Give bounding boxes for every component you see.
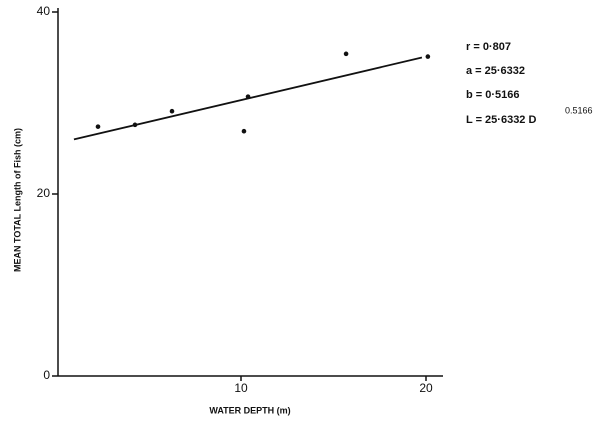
point <box>343 51 349 57</box>
point <box>169 108 175 114</box>
point <box>95 124 101 129</box>
y-tick-label: 40 <box>37 4 51 18</box>
exponent: 0.5166 <box>565 105 593 115</box>
point <box>241 128 247 134</box>
point <box>132 122 138 128</box>
x-tick-label: 10 <box>234 381 248 395</box>
y-tick-label: 0 <box>43 368 50 382</box>
annotation: L = 25·6332 D <box>466 114 536 126</box>
y-axis-label: MEAN TOTAL Length of Fish (cm) <box>12 128 22 272</box>
y-tick-label: 20 <box>37 186 51 200</box>
x-tick-label: 20 <box>419 381 433 395</box>
annotation: a = 25·6332 <box>466 65 525 77</box>
x-axis-label: WATER DEPTH (m) <box>209 405 290 415</box>
annotation: r = 0·807 <box>466 41 511 53</box>
point <box>245 94 251 99</box>
point <box>425 54 431 59</box>
annotation: b = 0·5166 <box>466 89 520 101</box>
